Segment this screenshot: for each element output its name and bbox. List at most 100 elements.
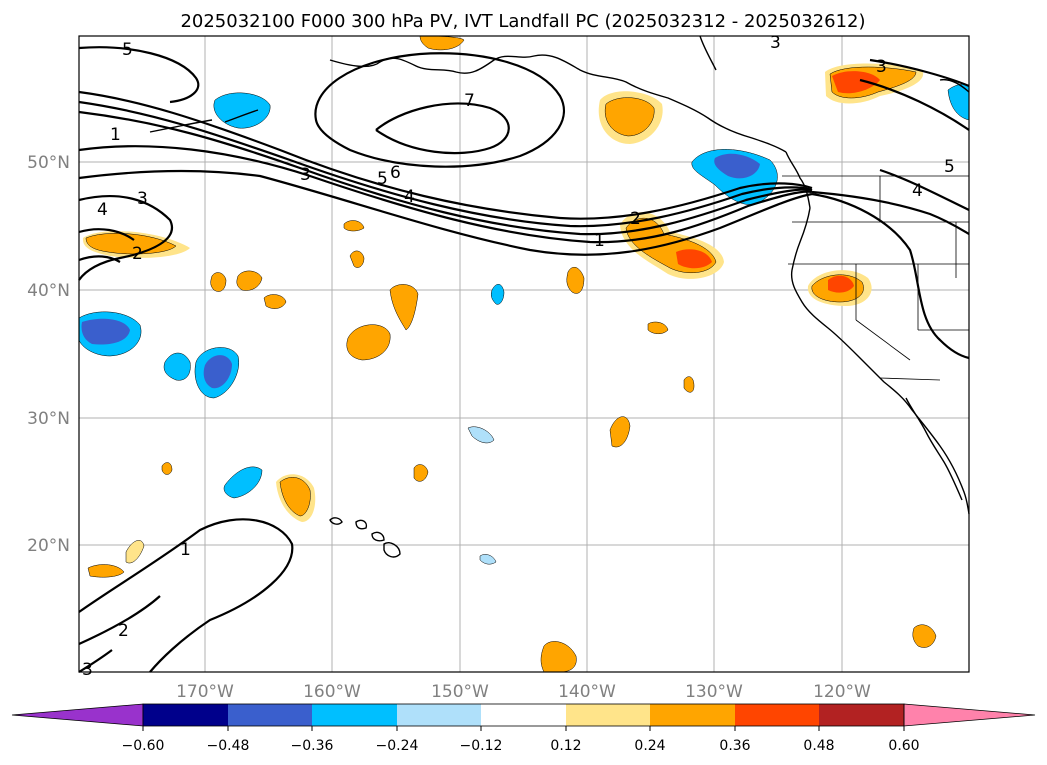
pv-label: 7 bbox=[464, 91, 475, 111]
pv-label: 5 bbox=[122, 40, 133, 60]
pv-contour-north-5 bbox=[78, 46, 200, 104]
pos-anomaly-small-c bbox=[263, 294, 287, 309]
pos-anomaly-california-strong bbox=[828, 275, 854, 293]
bc-coast bbox=[785, 151, 811, 209]
colorbar-tick-label: 0.60 bbox=[888, 738, 919, 754]
pos-anomaly-small-l bbox=[912, 624, 937, 648]
colorbar-max-extend bbox=[903, 703, 1036, 727]
pos-anomaly-central-1 bbox=[346, 324, 391, 361]
pv-contour-east-4 bbox=[869, 58, 970, 88]
pv-label: 3 bbox=[82, 660, 93, 680]
pv-contour-6 bbox=[314, 52, 566, 168]
coastlines bbox=[149, 35, 970, 558]
colorbar-bin bbox=[566, 704, 650, 726]
pos-anomaly-small-f bbox=[566, 266, 585, 294]
canada-inland bbox=[699, 35, 717, 71]
west-us-coast bbox=[790, 207, 970, 515]
colorbar-bin bbox=[819, 704, 904, 726]
pv-contour-jet-4 bbox=[78, 145, 813, 244]
pv-label: 2 bbox=[132, 244, 143, 264]
lon-label-150w: 150°W bbox=[431, 682, 489, 702]
colorbar: −0.60 −0.48 −0.36 −0.24 −0.12 0.12 0.24 … bbox=[11, 703, 1036, 754]
colorbar-bin bbox=[650, 704, 735, 726]
pv-label: 4 bbox=[97, 200, 108, 220]
pv-label: 5 bbox=[377, 169, 388, 189]
colorbar-tick-label: 0.24 bbox=[634, 738, 665, 754]
colorbar-ticks bbox=[142, 726, 905, 731]
pv-label: 2 bbox=[630, 209, 641, 229]
colorbar-tick-label: −0.24 bbox=[376, 738, 419, 754]
east-edge-coast bbox=[939, 78, 970, 93]
pos-anomaly-small-b bbox=[210, 272, 227, 292]
hawaii-big bbox=[383, 542, 401, 558]
pv-contour-jet-5 bbox=[78, 169, 813, 256]
neg-anomaly-small-3 bbox=[490, 284, 505, 305]
pv-label: 3 bbox=[137, 189, 148, 209]
neg-anomaly-small-5 bbox=[479, 554, 497, 565]
pv-label: 2 bbox=[118, 621, 129, 641]
lon-label-120w: 120°W bbox=[813, 682, 871, 702]
pv-label: 3 bbox=[770, 33, 781, 53]
neg-anomaly-small-1 bbox=[163, 352, 191, 381]
pv-contour-east-3 bbox=[859, 78, 970, 131]
pos-anomaly-small-h bbox=[647, 321, 669, 334]
pos-anomaly-small-p bbox=[161, 462, 173, 475]
gridlines bbox=[79, 36, 969, 672]
pos-anomaly-small-g bbox=[609, 416, 631, 448]
aleutian-2 bbox=[224, 109, 259, 123]
pv-label: 6 bbox=[390, 163, 401, 183]
pos-anomaly-central-3-core bbox=[279, 477, 311, 517]
lat-label-40n: 40°N bbox=[27, 281, 70, 301]
lon-label-160w: 160°W bbox=[303, 682, 361, 702]
lon-label-170w: 170°W bbox=[176, 682, 234, 702]
pv-label: 4 bbox=[404, 187, 415, 207]
lon-label-140w: 140°W bbox=[558, 682, 616, 702]
pv-contour-south-1 bbox=[78, 518, 294, 673]
colorbar-bin bbox=[481, 704, 566, 726]
colorbar-tick-label: −0.12 bbox=[460, 738, 503, 754]
pos-anomaly-small-j bbox=[413, 464, 429, 482]
colorbar-tick-label: −0.60 bbox=[122, 738, 165, 754]
map-panel: 5 1 3 4 2 7 3 5 6 4 2 1 3 3 4 5 1 2 3 bbox=[78, 33, 970, 680]
pv-contour-south-3 bbox=[78, 649, 113, 673]
pv-contour-west-2 bbox=[78, 228, 135, 241]
figure-title: 2025032100 F000 300 hPa PV, IVT Landfall… bbox=[180, 11, 865, 32]
contour-labels: 5 1 3 4 2 7 3 5 6 4 2 1 3 3 4 5 1 2 3 bbox=[82, 33, 955, 680]
longitude-labels: 170°W 160°W 150°W 140°W 130°W 120°W bbox=[176, 682, 871, 702]
colorbar-bin bbox=[735, 704, 819, 726]
pv-contour-jet-1 bbox=[78, 90, 813, 220]
colorbar-min-extend bbox=[11, 703, 144, 727]
pv-label: 5 bbox=[944, 157, 955, 177]
pv-label: 4 bbox=[912, 181, 923, 201]
neg-anomaly-west-core bbox=[81, 318, 130, 345]
pv-contour-south-2 bbox=[78, 595, 161, 646]
colorbar-tick-label: 0.48 bbox=[803, 738, 834, 754]
colorbar-bin bbox=[228, 704, 312, 726]
pos-anomaly-offshore-or-strong bbox=[676, 249, 712, 269]
colorbar-tick-label: 0.12 bbox=[550, 738, 581, 754]
lon-label-130w: 130°W bbox=[685, 682, 743, 702]
pv-contour-east-2 bbox=[811, 190, 970, 235]
pv-contour-east-5 bbox=[879, 168, 970, 211]
pv-contours bbox=[78, 46, 970, 673]
pv-contour-west-3 bbox=[78, 255, 121, 263]
pos-anomaly-small-n bbox=[125, 540, 145, 564]
colorbar-bin bbox=[397, 704, 481, 726]
pv-label: 1 bbox=[180, 540, 191, 560]
colorbar-bin bbox=[312, 704, 397, 726]
lat-label-50n: 50°N bbox=[27, 153, 70, 173]
alaska-coast bbox=[329, 54, 787, 153]
colorbar-bin bbox=[143, 704, 228, 726]
pos-anomaly-small-m bbox=[87, 564, 125, 578]
neg-anomaly-small-2 bbox=[223, 466, 263, 499]
pv-label: 3 bbox=[876, 57, 887, 77]
pv-label: 3 bbox=[300, 165, 311, 185]
neg-anomaly-small-4 bbox=[467, 426, 495, 444]
baja-coast bbox=[905, 397, 963, 501]
neg-anomaly-central-west-core bbox=[203, 355, 232, 389]
pv-label: 1 bbox=[110, 125, 121, 145]
pos-anomaly-gulf-of-alaska-core bbox=[604, 97, 655, 137]
pos-anomaly-small-k bbox=[540, 641, 577, 673]
hawaii-3 bbox=[371, 531, 385, 542]
